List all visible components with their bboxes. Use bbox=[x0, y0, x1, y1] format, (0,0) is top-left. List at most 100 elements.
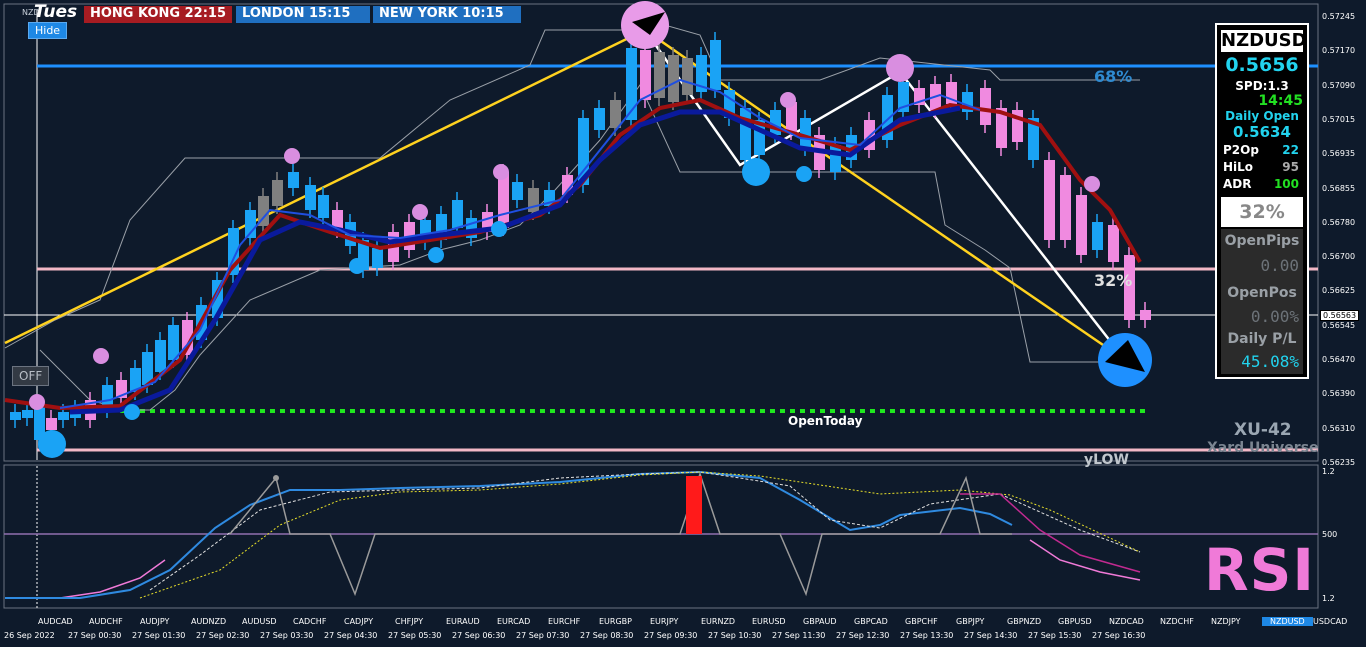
session-london: LONDON 15:15 bbox=[236, 6, 370, 23]
pair-button-gbpjpy[interactable]: GBPJPY bbox=[956, 617, 985, 626]
candle bbox=[58, 412, 69, 420]
candle bbox=[1028, 118, 1039, 160]
swing-dot bbox=[428, 247, 444, 263]
pair-button-eurgbp[interactable]: EURGBP bbox=[599, 617, 632, 626]
hide-button[interactable]: Hide bbox=[28, 22, 68, 39]
pair-button-chfjpy[interactable]: CHFJPY bbox=[395, 617, 424, 626]
pair-button-usdcad[interactable]: USDCAD bbox=[1313, 617, 1348, 626]
rsi-white-dashed bbox=[149, 471, 1141, 591]
price-tick: 0.56780 bbox=[1322, 217, 1356, 227]
pair-button-eurcad[interactable]: EURCAD bbox=[497, 617, 531, 626]
candle bbox=[770, 110, 781, 135]
swing-dot bbox=[412, 204, 428, 220]
rsi-magenta-line bbox=[960, 493, 1141, 573]
panel-daily-open-label: Daily Open bbox=[1225, 109, 1299, 123]
open-pips-value: 0.00 bbox=[1260, 256, 1299, 275]
candle bbox=[1044, 160, 1055, 240]
candle bbox=[498, 172, 509, 228]
time-tick: 27 Sep 00:30 bbox=[68, 631, 122, 640]
pair-button-gbpnzd[interactable]: GBPNZD bbox=[1007, 617, 1042, 626]
brand-subtitle: Xard Universe bbox=[1207, 440, 1319, 456]
pair-button-euraud[interactable]: EURAUD bbox=[446, 617, 480, 626]
candle bbox=[332, 210, 343, 230]
pair-button-audnzd[interactable]: AUDNZD bbox=[191, 617, 227, 626]
time-tick: 27 Sep 12:30 bbox=[836, 631, 890, 640]
pair-button-gbpusd[interactable]: GBPUSD bbox=[1058, 617, 1092, 626]
rsi-late-pink bbox=[1029, 539, 1141, 581]
candle bbox=[544, 190, 555, 206]
candle bbox=[946, 82, 957, 104]
pair-button-gbpcad[interactable]: GBPCAD bbox=[854, 617, 888, 626]
time-tick: 27 Sep 01:30 bbox=[132, 631, 186, 640]
pair-button-gbpchf[interactable]: GBPCHF bbox=[905, 617, 938, 626]
pair-button-audjpy[interactable]: AUDJPY bbox=[140, 617, 170, 626]
price-tick: 0.56700 bbox=[1322, 252, 1356, 262]
swing-dot bbox=[284, 148, 300, 164]
pair-button-nzdjpy[interactable]: NZDJPY bbox=[1211, 617, 1241, 626]
candle bbox=[466, 218, 477, 238]
off-button[interactable]: OFF bbox=[12, 366, 50, 386]
swing-dot bbox=[491, 221, 507, 237]
candle bbox=[898, 82, 909, 112]
pair-button-cadchf[interactable]: CADCHF bbox=[293, 617, 327, 626]
fib-32-label: 32% bbox=[1094, 271, 1133, 290]
time-tick: 27 Sep 14:30 bbox=[964, 631, 1018, 640]
candle bbox=[578, 118, 589, 185]
candle bbox=[594, 108, 605, 130]
pair-button-audcad[interactable]: AUDCAD bbox=[38, 617, 73, 626]
pair-button-nzdchf[interactable]: NZDCHF bbox=[1160, 617, 1194, 626]
rsi-red-bar bbox=[686, 476, 702, 534]
candle bbox=[288, 172, 299, 188]
swing-arrow-top bbox=[632, 12, 665, 35]
price-tick: 0.57090 bbox=[1322, 80, 1356, 90]
session-new-york: NEW YORK 10:15 bbox=[373, 6, 521, 23]
candle bbox=[420, 220, 431, 242]
pair-button-cadjpy[interactable]: CADJPY bbox=[344, 617, 374, 626]
pair-button-gbpaud[interactable]: GBPAUD bbox=[803, 617, 837, 626]
candle bbox=[640, 50, 651, 100]
pair-button-eurusd[interactable]: EURUSD bbox=[752, 617, 786, 626]
candle bbox=[830, 145, 841, 172]
pair-button-nzdusd[interactable]: NZDUSD bbox=[1262, 617, 1313, 626]
swing-arrow-bottom bbox=[1105, 340, 1145, 372]
price-tick: 0.56855 bbox=[1322, 183, 1356, 193]
candle bbox=[358, 240, 369, 270]
swing-dot bbox=[349, 258, 365, 274]
pair-button-audchf[interactable]: AUDCHF bbox=[89, 617, 123, 626]
time-tick: 27 Sep 04:30 bbox=[324, 631, 378, 640]
candle bbox=[130, 368, 141, 392]
rsi-pane-frame bbox=[3, 464, 1319, 609]
time-tick: 27 Sep 11:30 bbox=[772, 631, 826, 640]
pair-button-audusd[interactable]: AUDUSD bbox=[242, 617, 277, 626]
pair-button-eurchf[interactable]: EURCHF bbox=[548, 617, 581, 626]
candle bbox=[562, 175, 573, 195]
panel-daily-open: 0.5634 bbox=[1233, 123, 1291, 141]
session-hong-kong: HONG KONG 22:15 bbox=[84, 6, 232, 23]
chart-symbol-label: NZD bbox=[22, 8, 40, 17]
swing-dot bbox=[780, 92, 796, 108]
candle bbox=[914, 88, 925, 105]
pair-button-eurjpy[interactable]: EURJPY bbox=[650, 617, 679, 626]
price-tick: 0.56625 bbox=[1322, 286, 1356, 296]
candle bbox=[740, 108, 751, 160]
daily-pl-label: Daily P/L bbox=[1227, 331, 1297, 347]
day-label: Tues bbox=[34, 2, 78, 22]
price-tick: 0.57170 bbox=[1322, 46, 1356, 56]
candle bbox=[372, 248, 383, 268]
candle bbox=[682, 58, 693, 95]
candle bbox=[452, 200, 463, 228]
swing-dot bbox=[886, 54, 914, 82]
candle bbox=[142, 352, 153, 385]
candle bbox=[1092, 222, 1103, 250]
candle bbox=[528, 188, 539, 212]
candle bbox=[155, 340, 166, 372]
pair-button-nzdcad[interactable]: NZDCAD bbox=[1109, 617, 1144, 626]
candle bbox=[1012, 110, 1023, 142]
swing-dot bbox=[93, 348, 109, 364]
price-tick: 0.56470 bbox=[1322, 355, 1356, 364]
candle bbox=[258, 196, 269, 226]
time-tick: 27 Sep 13:30 bbox=[900, 631, 954, 640]
pair-button-eurnzd[interactable]: EURNZD bbox=[701, 617, 736, 626]
